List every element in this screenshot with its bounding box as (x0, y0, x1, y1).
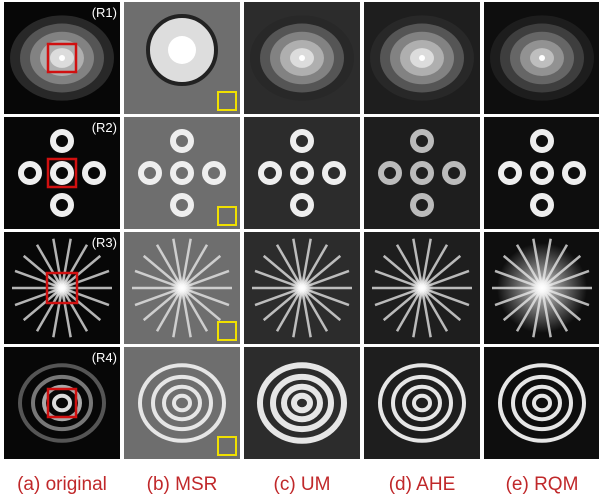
image-tile (484, 117, 599, 229)
center (530, 276, 554, 300)
image-tile (364, 117, 480, 229)
center (170, 276, 194, 300)
disk-core (168, 36, 196, 64)
center (419, 55, 425, 61)
row-label: (R3) (92, 235, 117, 250)
image-tile (484, 2, 599, 114)
image-tile (124, 117, 240, 229)
row-label: (R4) (92, 350, 117, 365)
image-tile (364, 2, 480, 114)
image-tile (124, 2, 240, 114)
image-tile (124, 347, 240, 459)
column-caption: (e) RQM (506, 474, 579, 495)
center (50, 276, 74, 300)
image-tile (124, 232, 240, 344)
column-caption: (a) original (17, 474, 107, 495)
image-tile (364, 232, 480, 344)
center (539, 55, 545, 61)
center (59, 55, 65, 61)
center (290, 276, 314, 300)
column-caption: (c) UM (274, 474, 331, 495)
center (410, 276, 434, 300)
column-caption: (b) MSR (147, 474, 218, 495)
figure: (R1) (R2) (R3) (R4) (a) original (b) MSR (c) U… (0, 0, 599, 500)
image-tile (484, 232, 599, 344)
image-tile (484, 347, 599, 459)
center (299, 55, 305, 61)
row-label: (R2) (92, 120, 117, 135)
image-tile (244, 2, 360, 114)
image-tile (244, 117, 360, 229)
row-label: (R1) (92, 5, 117, 20)
image-tile (364, 347, 480, 459)
column-caption: (d) AHE (389, 474, 456, 495)
image-tile (244, 232, 360, 344)
image-tile (244, 347, 360, 459)
